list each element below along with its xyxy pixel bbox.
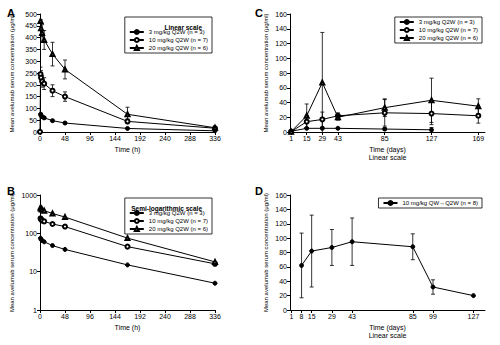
svg-text:169: 169 [472,135,484,142]
svg-text:20 mg/kg Q2W (n = 6): 20 mg/kg Q2W (n = 6) [419,35,478,41]
svg-text:15: 15 [308,313,316,320]
svg-text:Time (days): Time (days) [369,146,406,154]
svg-text:60: 60 [279,263,287,270]
svg-text:240: 240 [159,135,171,142]
svg-text:192: 192 [134,313,146,320]
svg-text:43: 43 [348,313,356,320]
svg-text:10 mg/kg Q2W (n = 7): 10 mg/kg Q2W (n = 7) [149,37,208,43]
svg-text:Mean avelumab serum concentrat: Mean avelumab serum concentration (μg/ml… [9,13,15,132]
svg-text:127: 127 [426,135,438,142]
svg-text:10 mg/kg QW→Q2W (n = 8): 10 mg/kg QW→Q2W (n = 8) [402,200,478,206]
svg-text:96: 96 [86,135,94,142]
svg-text:10 mg/kg Q2W (n = 7): 10 mg/kg Q2W (n = 7) [149,218,208,224]
svg-text:Linear scale: Linear scale [369,332,407,339]
svg-text:Time (h): Time (h) [115,324,141,332]
svg-text:99: 99 [429,313,437,320]
svg-text:100: 100 [275,235,287,242]
svg-text:96: 96 [86,313,94,320]
svg-text:288: 288 [184,135,196,142]
svg-text:160: 160 [275,192,287,199]
svg-text:1: 1 [289,313,293,320]
svg-text:1: 1 [289,135,293,142]
svg-text:40: 40 [279,278,287,285]
svg-text:240: 240 [159,313,171,320]
svg-text:48: 48 [61,135,69,142]
svg-text:144: 144 [109,135,121,142]
svg-text:80: 80 [279,70,287,77]
svg-text:20 mg/kg Q2W (n = 6): 20 mg/kg Q2W (n = 6) [149,45,208,51]
svg-text:29: 29 [328,313,336,320]
svg-text:140: 140 [275,206,287,213]
svg-text:85: 85 [381,135,389,142]
svg-text:200: 200 [25,81,37,88]
svg-text:300: 300 [25,58,37,65]
svg-text:288: 288 [184,313,196,320]
svg-text:D: D [255,185,263,197]
svg-text:48: 48 [61,313,69,320]
svg-text:160: 160 [275,11,287,18]
svg-text:3 mg/kg Q2W (n = 3): 3 mg/kg Q2W (n = 3) [148,210,205,216]
svg-text:Linear scale: Linear scale [164,24,202,31]
svg-text:1: 1 [33,307,37,314]
svg-text:Time (h): Time (h) [115,146,141,154]
svg-text:250: 250 [25,70,37,77]
svg-text:15: 15 [303,135,311,142]
svg-text:500: 500 [25,11,37,18]
svg-text:Semi-logarithmic scale: Semi-logarithmic scale [131,205,202,213]
svg-text:29: 29 [318,135,326,142]
svg-text:140: 140 [275,25,287,32]
svg-text:43: 43 [334,135,342,142]
svg-text:10: 10 [29,268,37,275]
svg-text:450: 450 [25,22,37,29]
svg-text:20 mg/kg Q2W (n = 6): 20 mg/kg Q2W (n = 6) [149,226,208,232]
svg-text:40: 40 [279,99,287,106]
svg-text:10 mg/kg Q2W (n = 7): 10 mg/kg Q2W (n = 7) [419,27,478,33]
svg-text:C: C [255,7,263,19]
svg-text:A: A [7,7,15,19]
svg-text:0: 0 [283,129,287,136]
svg-text:400: 400 [25,34,37,41]
svg-text:Mean avelumab serum concentrat: Mean avelumab serum concentration (μg/ml… [263,13,269,132]
svg-text:1000: 1000 [21,192,37,199]
svg-text:127: 127 [468,313,480,320]
svg-text:120: 120 [275,220,287,227]
svg-text:Mean avelumab serum concentrat: Mean avelumab serum concentration (μg/ml… [263,193,269,312]
svg-text:100: 100 [25,105,37,112]
svg-text:3 mg/kg Q2W (n = 3): 3 mg/kg Q2W (n = 3) [148,29,205,35]
svg-text:85: 85 [409,313,417,320]
svg-text:120: 120 [275,40,287,47]
svg-text:B: B [7,185,15,197]
svg-text:100: 100 [275,55,287,62]
svg-text:Time (days): Time (days) [369,324,406,332]
svg-text:0: 0 [38,313,42,320]
svg-text:3 mg/kg Q2W (n = 3): 3 mg/kg Q2W (n = 3) [419,19,475,25]
svg-text:80: 80 [279,249,287,256]
svg-text:0: 0 [283,307,287,314]
svg-text:Mean avelumab serum concentrat: Mean avelumab serum concentration (μg/ml… [9,193,15,312]
svg-text:8: 8 [300,313,304,320]
svg-text:192: 192 [134,135,146,142]
svg-text:150: 150 [25,93,37,100]
svg-text:20: 20 [279,114,287,121]
svg-text:50: 50 [29,117,37,124]
svg-text:0: 0 [33,129,37,136]
svg-text:0: 0 [38,135,42,142]
svg-text:Linear scale: Linear scale [369,154,407,161]
svg-text:100: 100 [25,230,37,237]
svg-text:336: 336 [209,313,221,320]
svg-text:20: 20 [279,292,287,299]
svg-text:144: 144 [109,313,121,320]
svg-text:60: 60 [279,84,287,91]
svg-text:350: 350 [25,46,37,53]
svg-text:336: 336 [209,135,221,142]
